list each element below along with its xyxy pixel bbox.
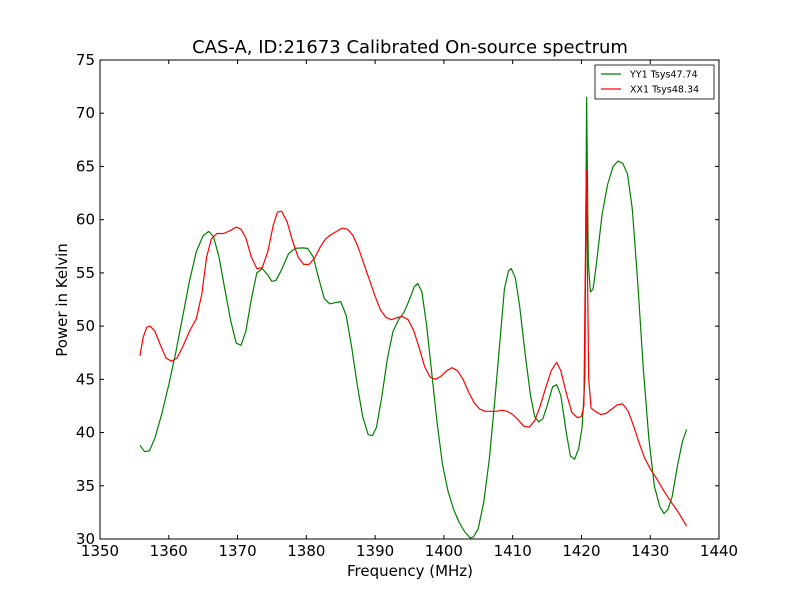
y-tick-label: 75 — [76, 51, 95, 69]
series-line-yy1 — [139, 96, 688, 539]
x-tick-label: 1420 — [562, 542, 600, 560]
y-tick-label: 40 — [76, 424, 95, 442]
y-tick-label: 55 — [76, 264, 95, 282]
plot-frame — [99, 59, 720, 540]
legend: YY1 Tsys47.74 XX1 Tsys48.34 — [594, 64, 715, 100]
y-axis-label: Power in Kelvin — [53, 243, 71, 357]
x-tick-label: 1440 — [700, 542, 738, 560]
x-tick-label: 1430 — [631, 542, 669, 560]
chart-title: CAS-A, ID:21673 Calibrated On-source spe… — [192, 37, 628, 58]
legend-label-xx1: XX1 Tsys48.34 — [630, 85, 699, 96]
y-tick-label: 65 — [76, 157, 95, 175]
y-tick-label: 45 — [76, 370, 95, 388]
y-tick-label: 70 — [76, 104, 95, 122]
series-line-xx1 — [139, 169, 688, 527]
x-tick-label: 1360 — [150, 542, 188, 560]
x-axis-label: Frequency (MHz) — [347, 562, 473, 580]
x-tick-label: 1370 — [218, 542, 256, 560]
axis-ticks: 1350 1360 1370 1380 1390 1400 1410 1420 1430 1440… — [76, 51, 738, 560]
x-tick-label: 1390 — [356, 542, 394, 560]
x-tick-label: 1400 — [425, 542, 463, 560]
x-tick-label: 1410 — [494, 542, 532, 560]
y-tick-label: 50 — [76, 317, 95, 335]
legend-box — [594, 64, 715, 100]
x-tick-label: 1380 — [287, 542, 325, 560]
y-tick-label: 60 — [76, 211, 95, 229]
plot-area — [139, 96, 688, 539]
legend-label-yy1: YY1 Tsys47.74 — [629, 70, 698, 81]
y-tick-label: 30 — [76, 530, 95, 548]
x-tick-label: 1350 — [81, 542, 119, 560]
y-tick-label: 35 — [76, 477, 95, 495]
